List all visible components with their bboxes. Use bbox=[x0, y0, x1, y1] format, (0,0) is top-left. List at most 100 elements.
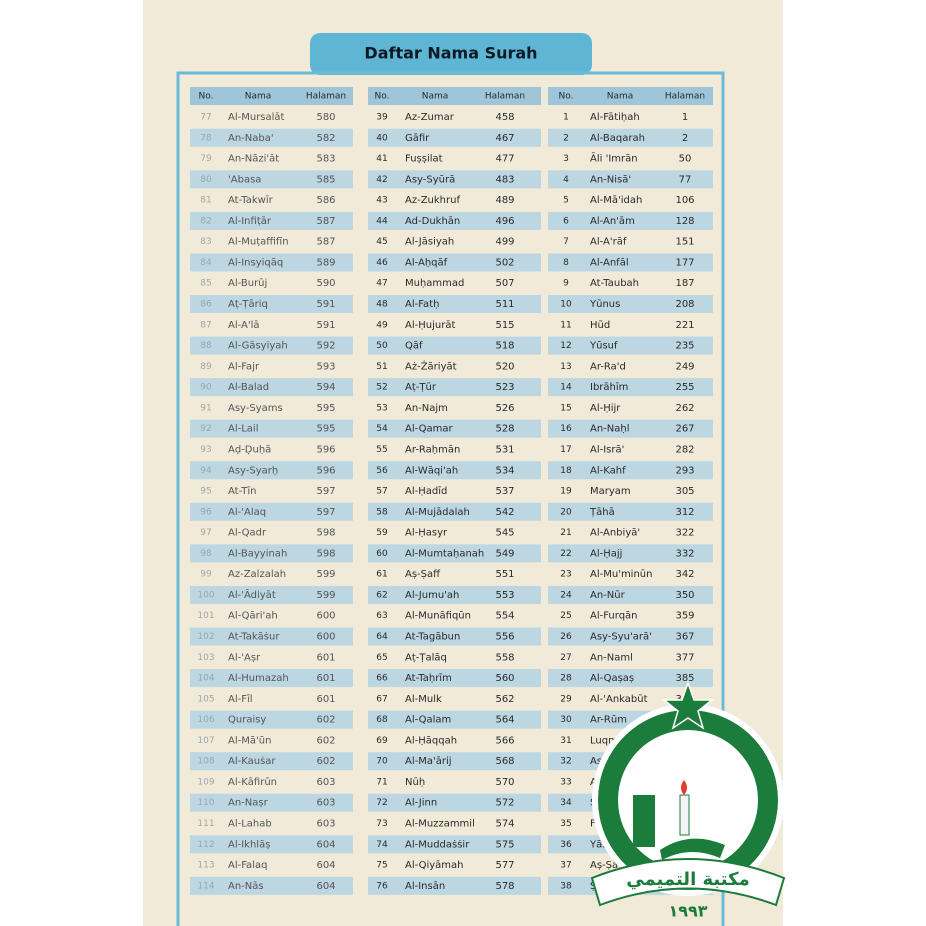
page-number: 593 bbox=[316, 361, 335, 372]
page-number: 496 bbox=[495, 216, 514, 227]
row-band bbox=[368, 669, 541, 688]
surah-name: At-Taubah bbox=[590, 278, 639, 289]
row-band bbox=[190, 710, 353, 729]
surah-name: Al-Ḥijr bbox=[590, 403, 621, 414]
row-number: 113 bbox=[197, 861, 214, 871]
page-number: 595 bbox=[316, 403, 335, 414]
row-number: 28 bbox=[560, 674, 572, 684]
page-number: 586 bbox=[316, 195, 335, 206]
row-number: 71 bbox=[376, 777, 387, 787]
row-number: 2 bbox=[563, 133, 569, 143]
row-number: 17 bbox=[560, 445, 571, 455]
surah-name: Al-Ḥujurāt bbox=[405, 320, 455, 331]
page-number: 526 bbox=[495, 403, 514, 414]
surah-name: Aż-Żāriyāt bbox=[405, 359, 457, 372]
page-number: 489 bbox=[495, 195, 514, 206]
page-number: 262 bbox=[675, 403, 694, 414]
row-number: 16 bbox=[560, 424, 572, 434]
row-number: 46 bbox=[376, 258, 388, 268]
row-number: 62 bbox=[376, 590, 387, 600]
page-number: 603 bbox=[316, 777, 335, 788]
row-number: 77 bbox=[200, 113, 211, 123]
page-number: 577 bbox=[495, 860, 514, 871]
page-number: 293 bbox=[675, 465, 694, 476]
page-number: 594 bbox=[316, 382, 335, 393]
page-number: 604 bbox=[316, 839, 335, 850]
surah-name: Al-Muṭaffifīn bbox=[228, 237, 289, 248]
row-number: 6 bbox=[563, 216, 569, 226]
row-number: 111 bbox=[197, 819, 214, 829]
surah-name: An-Naḥl bbox=[590, 424, 630, 435]
page-number: 596 bbox=[316, 444, 335, 455]
page-number: 1 bbox=[682, 112, 688, 123]
row-band bbox=[190, 544, 353, 563]
surah-name: Al-Aḥqāf bbox=[405, 257, 448, 268]
row-number: 88 bbox=[200, 341, 212, 351]
surah-name: Al-Lail bbox=[228, 424, 258, 435]
surah-name: Al-Humazah bbox=[228, 673, 289, 684]
row-number: 92 bbox=[200, 424, 211, 434]
header-band bbox=[548, 87, 713, 105]
row-number: 47 bbox=[376, 279, 387, 289]
row-number: 108 bbox=[197, 757, 214, 767]
row-band bbox=[190, 211, 353, 230]
page-number: 556 bbox=[495, 632, 514, 643]
page-number: 235 bbox=[675, 341, 694, 352]
page-number: 151 bbox=[675, 237, 694, 248]
row-number: 107 bbox=[197, 736, 214, 746]
page-number: 50 bbox=[679, 154, 692, 165]
surah-name: 'Abasa bbox=[228, 174, 261, 185]
surah-name: Al-Bayyinah bbox=[228, 548, 287, 559]
surah-name: Yūsuf bbox=[589, 341, 618, 352]
logo-year: ١٩٩٣ bbox=[668, 902, 707, 921]
page-number: 531 bbox=[495, 444, 514, 455]
logo: مكتبة التميمي ١٩٩٣ bbox=[590, 680, 786, 921]
page-number: 583 bbox=[316, 154, 335, 165]
row-number: 114 bbox=[197, 881, 214, 891]
logo-book bbox=[660, 838, 725, 860]
row-number: 82 bbox=[200, 216, 211, 226]
row-number: 74 bbox=[376, 840, 388, 850]
surah-name: An-Najm bbox=[405, 403, 448, 414]
page-number: 599 bbox=[316, 590, 335, 601]
row-number: 102 bbox=[197, 632, 214, 642]
surah-name: Al-Isrā' bbox=[590, 444, 624, 455]
page-number: 528 bbox=[495, 424, 514, 435]
row-number: 12 bbox=[560, 341, 571, 351]
page-number: 601 bbox=[316, 673, 335, 684]
row-number: 54 bbox=[376, 424, 388, 434]
page-number: 322 bbox=[675, 528, 694, 539]
page-number: 599 bbox=[316, 569, 335, 580]
column-header: Nama bbox=[607, 92, 634, 102]
page-number: 600 bbox=[316, 611, 335, 622]
row-number: 30 bbox=[560, 715, 572, 725]
page-number: 600 bbox=[316, 632, 335, 643]
surah-name: Nūḥ bbox=[405, 777, 425, 788]
page-number: 575 bbox=[495, 839, 514, 850]
surah-name: Al-Qadr bbox=[228, 528, 267, 539]
row-number: 94 bbox=[200, 466, 212, 476]
row-number: 10 bbox=[560, 300, 572, 310]
surah-name: Al-Qalam bbox=[405, 715, 451, 726]
surah-name: Aṣ-Ṣāffāt bbox=[590, 860, 635, 871]
surah-name: Qāf bbox=[405, 341, 423, 352]
row-number: 59 bbox=[376, 528, 388, 538]
page-number: 554 bbox=[495, 611, 514, 622]
row-band bbox=[368, 170, 541, 189]
row-number: 31 bbox=[560, 736, 571, 746]
row-number: 55 bbox=[376, 445, 387, 455]
row-number: 14 bbox=[560, 383, 572, 393]
surah-name: Al-Kauṡar bbox=[228, 756, 276, 767]
surah-name: At-Takwīr bbox=[228, 195, 274, 206]
row-number: 63 bbox=[376, 611, 387, 621]
row-band bbox=[190, 419, 353, 438]
page-number: 511 bbox=[495, 299, 514, 310]
header-band bbox=[190, 87, 353, 105]
row-number: 41 bbox=[376, 154, 387, 164]
row-number: 11 bbox=[560, 320, 571, 330]
surah-name: An-Naba' bbox=[228, 133, 274, 144]
surah-name: Ibrāhīm bbox=[590, 382, 628, 393]
row-number: 66 bbox=[376, 674, 388, 684]
surah-name: Al-Burūj bbox=[228, 278, 267, 289]
surah-name: Al-Munāfiqūn bbox=[405, 611, 471, 622]
